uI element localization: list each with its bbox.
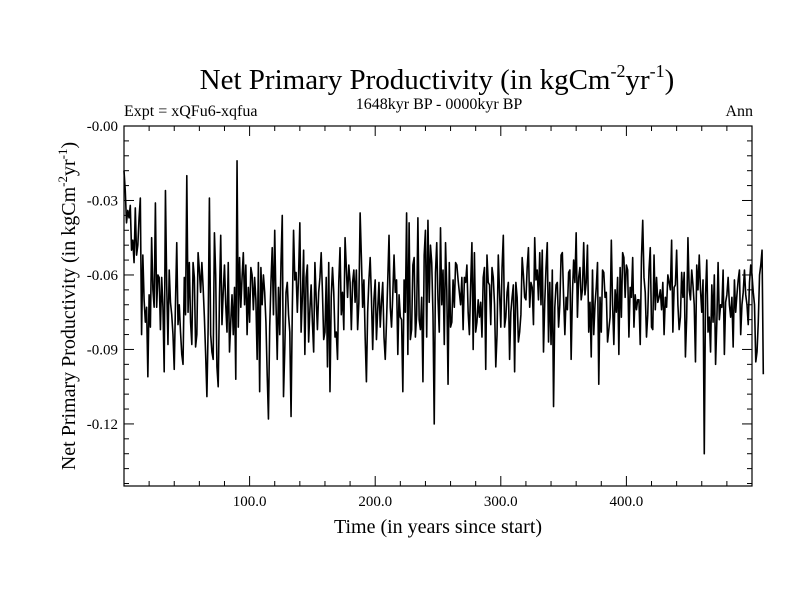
chart-title-main: Net Primary Productivity (in kgCm: [200, 64, 611, 96]
y-tick-label: -0.09: [87, 342, 118, 358]
y-label-sup2: -1: [55, 149, 70, 160]
chart-title-end: ): [665, 64, 675, 96]
x-tick-label: 400.0: [610, 494, 644, 510]
chart-title-mid: yr: [625, 64, 650, 96]
chart-title-sup2: -1: [650, 61, 665, 81]
tick-label-group: 100.0 200.0 300.0 400.0 -0.00 -0.03 -0.06 -0.09…: [87, 119, 644, 510]
y-label-sup1: -2: [55, 176, 70, 187]
y-axis-label: Net Primary Productivity (in kgCm-2yr-1): [55, 142, 80, 470]
y-label-main: Net Primary Productivity (in kgCm: [58, 186, 80, 470]
x-axis-label: Time (in years since start): [334, 516, 542, 538]
y-tick-label: -0.06: [87, 268, 119, 284]
y-label-mid: yr: [58, 159, 80, 176]
x-tick-label: 300.0: [484, 494, 518, 510]
x-tick-label: 100.0: [233, 494, 267, 510]
series-line: [123, 159, 765, 455]
y-tick-label: -0.12: [87, 417, 118, 433]
subtitle-left: Expt = xQFu6-xqfua: [124, 103, 257, 120]
chart-title-sup1: -2: [610, 61, 625, 81]
tick-group: [123, 125, 753, 486]
subtitle-center: 1648kyr BP - 0000kyr BP: [356, 96, 523, 113]
y-label-end: ): [58, 142, 80, 149]
chart-title: Net Primary Productivity (in kgCm-2yr-1): [200, 61, 675, 96]
y-tick-label: -0.00: [87, 119, 118, 135]
plot-frame: [123, 125, 753, 487]
x-tick-label: 200.0: [358, 494, 392, 510]
subtitle-right: Ann: [725, 103, 753, 120]
y-tick-label: -0.03: [87, 193, 118, 209]
